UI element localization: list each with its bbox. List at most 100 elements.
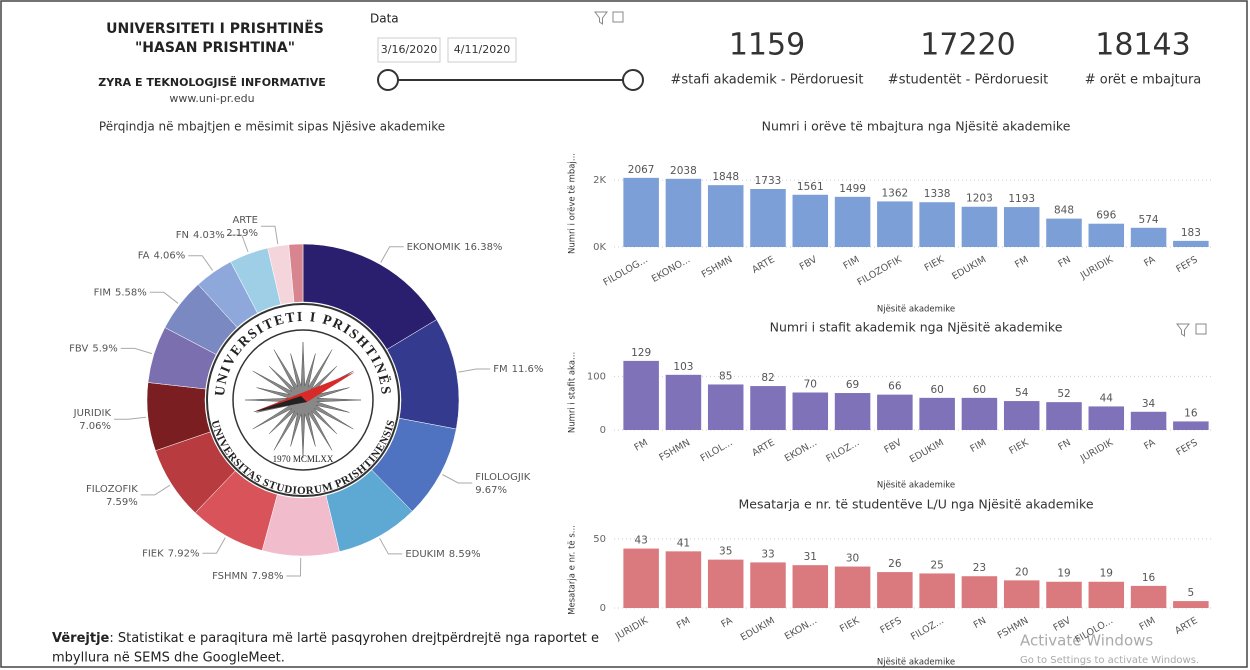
bar (750, 386, 786, 430)
start-date: 3/16/2020 (381, 43, 437, 56)
data-label: 1499 (839, 183, 866, 195)
slice-value: 7.92% (168, 548, 200, 559)
y-axis-label: Numri i orëve të mbaj... (568, 153, 578, 254)
bar (877, 201, 913, 247)
y-axis-label: Mesatarja e nr. të s... (568, 525, 578, 615)
bar (877, 572, 913, 608)
x-axis-label: Njësitë akademike (877, 658, 955, 668)
y-tick-label: 50 (593, 534, 606, 545)
slice-category: FILOLOGJIK (475, 472, 531, 483)
data-label: 848 (1054, 205, 1074, 217)
slice-label: FA 4.06% (138, 251, 185, 262)
data-label: 1733 (755, 175, 782, 187)
leader-line (120, 347, 153, 355)
slice-category: FN (176, 230, 189, 241)
slice-label: FILOZOFIK 7.59% (86, 484, 138, 508)
data-label: 82 (761, 372, 774, 384)
slice-category: FM (493, 364, 507, 375)
leader-line (458, 368, 491, 373)
bar (665, 178, 702, 247)
bar (665, 374, 702, 430)
slice-label: FSHMN 7.98% (212, 571, 283, 582)
kpi-label: #studentët - Përdoruesit (888, 73, 1048, 88)
bar (1130, 585, 1167, 608)
filter-icon[interactable] (594, 11, 608, 25)
leader-line (227, 234, 249, 253)
chart-title: Numri i stafit akademik nga Njësitë akad… (770, 320, 1063, 335)
data-label: 183 (1181, 227, 1201, 239)
bar (1003, 207, 1040, 247)
slider-handle[interactable] (622, 69, 644, 91)
y-tick-label: 2K (593, 175, 606, 186)
x-tick-label: FA (1142, 254, 1158, 269)
bar (834, 393, 871, 430)
bar (707, 185, 744, 247)
slice-label: JURIDIK 7.06% (73, 408, 112, 432)
slice-label: FM 11.6% (493, 364, 543, 375)
end-date-box[interactable] (447, 37, 517, 63)
filter-icon[interactable] (1176, 323, 1190, 337)
data-label: 16 (1184, 407, 1198, 419)
data-label: 1362 (881, 187, 908, 199)
bar (623, 548, 659, 608)
y-tick-label: 0 (600, 603, 606, 614)
data-label: 1193 (1008, 193, 1035, 205)
bar (792, 565, 829, 608)
data-label: 696 (1096, 210, 1116, 222)
bar (961, 397, 998, 430)
bar (834, 196, 871, 247)
start-date-box[interactable] (377, 37, 441, 63)
leader-line (140, 484, 171, 496)
watermark-title: Activate Windows (1020, 632, 1153, 650)
slice-label: FIEK 7.92% (142, 548, 199, 559)
data-label: 43 (634, 535, 647, 547)
slice-value: 7.06% (79, 421, 111, 432)
logo-needle (253, 396, 307, 412)
leader-line (286, 557, 302, 577)
focus-icon[interactable] (612, 11, 624, 23)
bar (877, 394, 913, 430)
slice-category: FA (138, 251, 150, 262)
x-tick-label: FA (1142, 437, 1158, 452)
bar (665, 551, 702, 608)
data-label: 69 (846, 379, 859, 391)
bar (792, 392, 829, 430)
bar (919, 202, 955, 247)
slice-category: FBV (69, 343, 88, 354)
note-line: : Statistikat e paraqitura më lartë pasq… (109, 631, 599, 646)
slider-handle[interactable] (377, 69, 399, 91)
bar (834, 566, 871, 608)
data-label: 66 (888, 381, 902, 393)
slice-value: 4.06% (153, 251, 185, 262)
data-label: 19 (1057, 568, 1070, 580)
data-label: 25 (930, 559, 943, 571)
end-date: 4/11/2020 (454, 43, 510, 56)
data-label: 19 (1100, 568, 1113, 580)
data-label: 103 (673, 361, 693, 373)
bar (1046, 218, 1082, 247)
y-tick-label: 0K (593, 242, 606, 253)
slice-value: 5.58% (115, 287, 147, 298)
bar (1088, 223, 1125, 247)
slice-value: 2.19% (226, 228, 258, 239)
slice-label: EKONOMIK 16.38% (407, 242, 503, 253)
slice-value: 9.67% (475, 485, 507, 496)
logo-year: 1970 MCMLXX (273, 454, 334, 464)
leader-line (149, 291, 179, 304)
bar (919, 397, 955, 430)
data-label: 5 (1188, 587, 1195, 599)
focus-icon[interactable] (1195, 323, 1207, 335)
data-label: 2067 (628, 164, 655, 176)
bar (623, 177, 659, 247)
data-label: 23 (973, 562, 986, 574)
slice-label: EDUKIM 8.59% (405, 549, 480, 560)
data-label: 35 (719, 546, 732, 558)
slice-label: FILOLOGJIK 9.67% (475, 472, 531, 496)
bar (961, 206, 998, 247)
note-label: Vërejtje (52, 631, 110, 646)
kpi-value: 17220 (920, 28, 1015, 63)
leader-line (379, 537, 403, 555)
watermark-text: Go to Settings to activate Windows. (1020, 655, 1199, 666)
bar (1046, 402, 1082, 430)
data-label: 60 (973, 384, 986, 396)
